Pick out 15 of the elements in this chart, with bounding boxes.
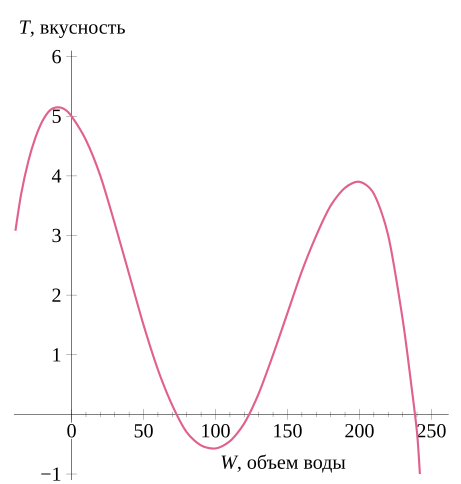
y-tick-label: 3 [52, 228, 61, 242]
x-tick-label: 100 [202, 424, 230, 438]
x-tick-label: 200 [345, 424, 374, 438]
y-tick-label: −1 [41, 467, 60, 481]
x-tick-label: 0 [67, 424, 76, 438]
y-tick-label: 1 [53, 348, 60, 362]
x-axis-title: W, объем воды [222, 454, 346, 473]
y-tick-label: 4 [52, 169, 62, 182]
y-tick-label: 2 [52, 288, 60, 302]
x-tick-label: 250 [417, 424, 446, 438]
y-tick-label: 6 [52, 50, 61, 64]
x-tick-label: 50 [134, 424, 153, 438]
x-tick-label: 150 [274, 424, 302, 438]
y-tick-label: 5 [52, 110, 61, 123]
y-axis-title: T, вкусность [20, 20, 125, 38]
